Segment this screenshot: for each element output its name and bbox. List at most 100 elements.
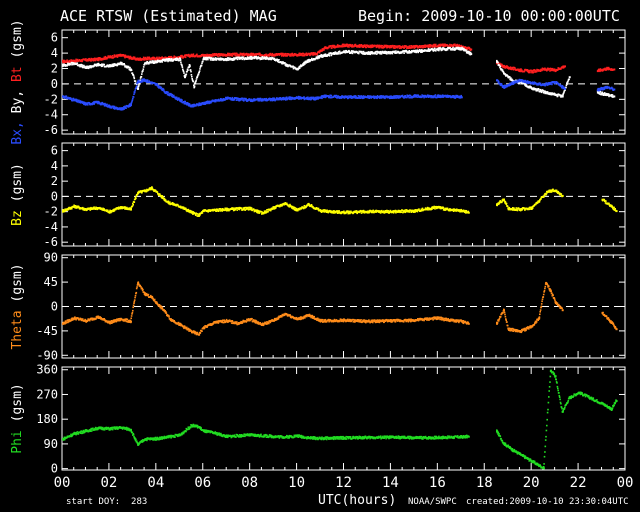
- y-axis-label-part: Bz: [10, 210, 25, 226]
- data-point: [165, 60, 167, 62]
- data-point: [557, 95, 559, 97]
- y-tick-label-bz: -6: [44, 235, 58, 249]
- data-point: [524, 81, 526, 84]
- data-point: [286, 203, 289, 206]
- data-point: [381, 97, 383, 99]
- data-point: [251, 99, 253, 101]
- data-point: [329, 95, 331, 98]
- data-point: [429, 46, 432, 48]
- data-point: [311, 96, 313, 99]
- data-point: [405, 49, 408, 52]
- data-point: [292, 67, 295, 70]
- data-point: [309, 54, 312, 56]
- data-point: [383, 44, 385, 47]
- data-point: [111, 55, 114, 57]
- data-point: [141, 192, 143, 194]
- data-point: [273, 53, 276, 56]
- data-point: [188, 66, 190, 69]
- data-point: [131, 205, 134, 207]
- data-point: [442, 94, 444, 96]
- data-point: [62, 59, 64, 62]
- data-point: [246, 56, 249, 58]
- data-point: [451, 44, 454, 47]
- data-point: [156, 56, 158, 59]
- data-point: [135, 195, 138, 197]
- data-point: [458, 95, 461, 98]
- data-point: [71, 207, 73, 210]
- data-point: [222, 58, 224, 60]
- data-point: [370, 97, 373, 99]
- data-point: [204, 101, 207, 104]
- data-point: [348, 46, 350, 48]
- data-point: [127, 65, 130, 68]
- data-point: [345, 210, 348, 212]
- data-point: [427, 96, 430, 98]
- data-point: [133, 56, 136, 59]
- data-point: [92, 208, 94, 210]
- data-point: [88, 102, 91, 104]
- data-point: [300, 52, 303, 55]
- data-point: [337, 95, 340, 97]
- data-point: [504, 73, 507, 75]
- data-point: [181, 64, 183, 67]
- data-point: [131, 99, 134, 101]
- data-point: [376, 97, 378, 100]
- data-point: [395, 211, 397, 214]
- data-point: [144, 57, 147, 60]
- data-point: [292, 65, 294, 68]
- data-point: [65, 60, 67, 62]
- data-point: [125, 107, 127, 109]
- data-point: [376, 45, 378, 48]
- data-point: [442, 47, 445, 49]
- data-point: [128, 104, 130, 107]
- data-point: [277, 61, 280, 63]
- y-axis-label-part: By,: [10, 90, 25, 121]
- data-point: [343, 96, 346, 99]
- data-point: [183, 72, 185, 74]
- data-point: [249, 57, 252, 59]
- data-point: [139, 77, 142, 79]
- data-point: [264, 210, 267, 212]
- y-tick-label-bz: 0: [51, 189, 58, 203]
- data-point: [286, 55, 288, 57]
- data-point: [79, 100, 82, 102]
- data-point: [332, 44, 334, 47]
- data-point: [124, 56, 126, 59]
- data-point: [108, 65, 111, 68]
- data-point: [234, 54, 237, 57]
- series-bt: [62, 43, 616, 74]
- y-axis-label-part: (gsm): [10, 163, 25, 210]
- data-point: [97, 101, 100, 104]
- data-point: [374, 52, 377, 55]
- data-point: [206, 53, 208, 56]
- data-point: [324, 53, 327, 55]
- data-point: [271, 99, 274, 102]
- data-point: [298, 97, 301, 100]
- data-point: [135, 86, 138, 88]
- data-point: [406, 96, 408, 99]
- data-point: [87, 65, 89, 68]
- data-point: [384, 97, 386, 100]
- data-point: [159, 86, 161, 88]
- data-point: [368, 211, 371, 213]
- data-point: [347, 210, 349, 212]
- data-point: [302, 52, 305, 55]
- data-point: [551, 69, 553, 72]
- data-point: [191, 105, 193, 108]
- data-point: [204, 56, 207, 59]
- data-point: [517, 68, 520, 71]
- data-point: [213, 53, 216, 55]
- data-point: [498, 64, 501, 66]
- data-point: [187, 53, 190, 56]
- data-point: [385, 51, 387, 53]
- data-point: [150, 82, 152, 85]
- data-point: [377, 45, 380, 48]
- data-point: [142, 70, 144, 72]
- data-point: [602, 93, 604, 95]
- data-point: [537, 89, 539, 92]
- data-point: [167, 60, 169, 63]
- data-point: [523, 80, 525, 82]
- data-point: [262, 56, 264, 59]
- data-point: [455, 44, 457, 47]
- data-point: [408, 47, 411, 49]
